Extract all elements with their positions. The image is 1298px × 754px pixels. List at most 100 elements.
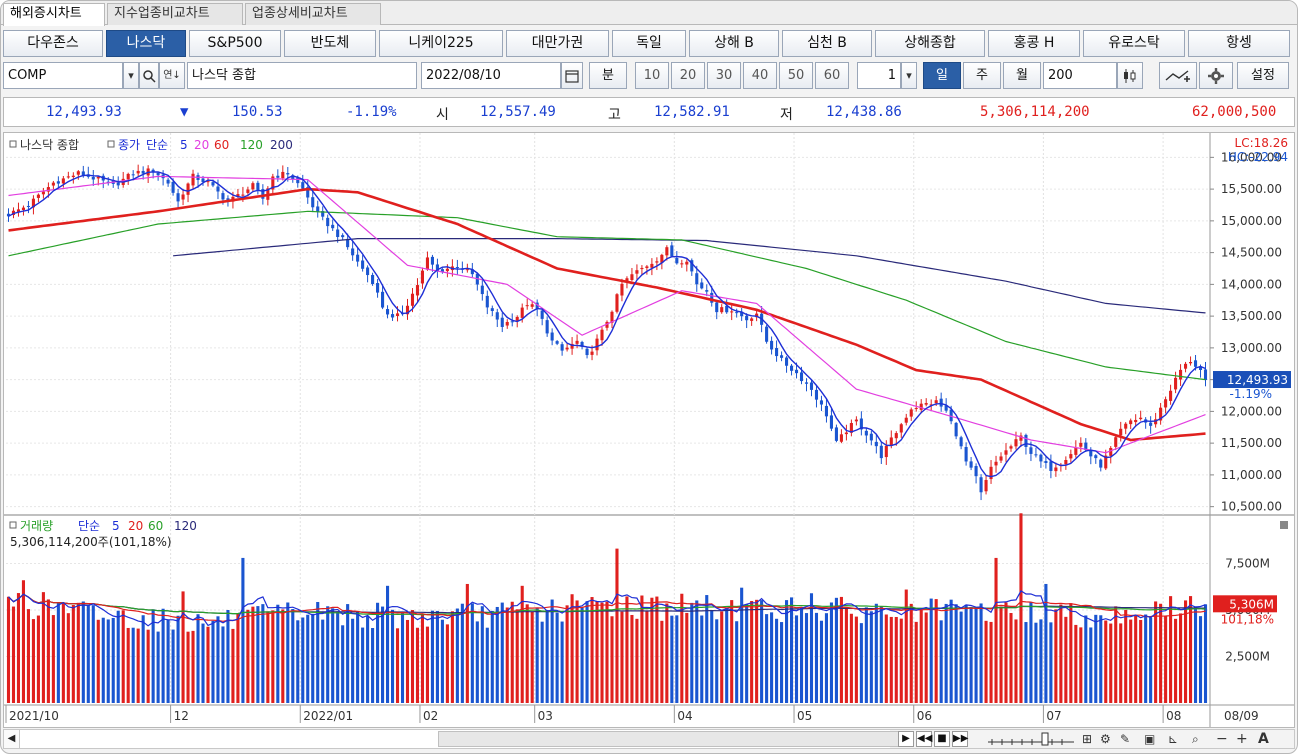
period-week-button[interactable]: 주	[963, 62, 1001, 89]
market-button-0[interactable]: 다우존스	[3, 30, 103, 57]
chart-area[interactable]: 16,000.00 15,500.00 15,000.00 14,500.00 14,0…	[3, 132, 1295, 728]
volume-bar	[620, 611, 624, 703]
market-button-8[interactable]: 심천 B	[782, 30, 872, 57]
price-tick-label: 11,500.00	[1221, 436, 1282, 450]
period-month-button[interactable]: 월	[1003, 62, 1041, 89]
calendar-icon[interactable]	[561, 62, 583, 89]
market-button-11[interactable]: 유로스탁	[1083, 30, 1185, 57]
minute-button-20[interactable]: 20	[671, 62, 705, 89]
zoom-icon[interactable]: ⌕	[1192, 732, 1199, 746]
volume-bar	[1074, 624, 1078, 703]
minute-button-40[interactable]: 40	[743, 62, 777, 89]
zoom-out-icon[interactable]: −	[1216, 731, 1228, 747]
market-button-10[interactable]: 홍콩 H	[988, 30, 1080, 57]
minute-button-60[interactable]: 60	[815, 62, 849, 89]
candle-body	[555, 341, 559, 344]
candle-body	[346, 238, 350, 248]
market-button-9[interactable]: 상해종합	[875, 30, 985, 57]
code-dropdown-icon[interactable]: ▾	[123, 62, 139, 89]
market-button-2[interactable]: S&P500	[189, 30, 281, 57]
candle-body	[420, 270, 425, 284]
price-volume-chart[interactable]: 16,000.00 15,500.00 15,000.00 14,500.00 14,0…	[4, 133, 1294, 727]
forward-icon[interactable]: ▶▶	[952, 731, 968, 747]
layout-icon[interactable]: ⊞	[1082, 732, 1093, 746]
tab-overseas-chart[interactable]: 해외증시차트	[3, 3, 105, 26]
volume-bar	[131, 627, 135, 703]
volume-bar	[410, 610, 415, 703]
volume-bar	[480, 606, 484, 703]
scroll-thumb[interactable]	[438, 731, 908, 747]
minute-button-10[interactable]: 10	[635, 62, 669, 89]
play-icon[interactable]: ▶	[898, 731, 914, 747]
market-button-7[interactable]: 상해 B	[689, 30, 779, 57]
volume-bar	[570, 594, 574, 703]
multiplier-input[interactable]: 1	[857, 62, 901, 89]
ma60-line	[8, 187, 1206, 442]
price-tick-label: 14,000.00	[1221, 277, 1282, 291]
candle-body	[705, 290, 709, 292]
candle-body	[331, 224, 335, 229]
multiplier-dropdown-icon[interactable]: ▾	[901, 62, 917, 89]
settings-button[interactable]: 설정	[1237, 62, 1289, 89]
minute-button-30[interactable]: 30	[707, 62, 741, 89]
settings-small-icon[interactable]: ⚙	[1100, 732, 1111, 746]
time-tick-label: 03	[538, 709, 553, 723]
minute-unit-button[interactable]: 분	[589, 62, 627, 89]
volume-bar	[690, 602, 694, 703]
candle-body	[141, 170, 145, 174]
font-size-icon[interactable]: A	[1258, 731, 1269, 747]
minute-button-50[interactable]: 50	[779, 62, 813, 89]
volume-bar	[750, 601, 754, 703]
candle-body	[824, 405, 828, 417]
candle-type-icon[interactable]	[1117, 62, 1143, 89]
zoom-slider[interactable]	[986, 730, 1076, 753]
vol-ma60-line	[8, 593, 1206, 616]
volume-bar	[929, 598, 933, 703]
volume-bar	[261, 604, 265, 703]
period-day-button[interactable]: 일	[923, 62, 961, 89]
volume-bar	[191, 630, 195, 703]
code-input[interactable]: COMP	[3, 62, 123, 89]
volume-bar	[854, 616, 858, 703]
stop-icon[interactable]: ■	[934, 731, 950, 747]
tab-sector-detail-compare[interactable]: 업종상세비교차트	[245, 3, 381, 25]
candle-body	[326, 217, 330, 227]
line-tool-icon[interactable]	[1159, 62, 1197, 89]
window-icon[interactable]: ▣	[1144, 732, 1156, 746]
scroll-left-icon[interactable]: ◀	[4, 730, 20, 748]
count-input[interactable]: 200	[1043, 62, 1117, 89]
volume-bar	[575, 600, 579, 703]
market-button-5[interactable]: 대만가권	[506, 30, 609, 57]
candle-body	[1179, 369, 1183, 380]
candle-body	[1044, 461, 1048, 464]
search-icon[interactable]	[139, 62, 159, 89]
candle-body	[755, 313, 759, 318]
candle-body	[789, 365, 794, 371]
tab-index-sector-compare[interactable]: 지수업종비교차트	[107, 3, 243, 25]
draw-icon[interactable]: ✎	[1120, 732, 1131, 746]
code-link-icon[interactable]: 연↓	[159, 62, 185, 89]
rewind-icon[interactable]: ◀◀	[916, 731, 932, 747]
scroll-track[interactable]	[20, 730, 908, 748]
candle-body	[525, 305, 529, 307]
market-button-4[interactable]: 니케이225	[379, 30, 503, 57]
candle-body	[316, 206, 320, 212]
market-button-1[interactable]: 나스닥	[106, 30, 186, 57]
candle-body	[620, 283, 624, 296]
zoom-in-icon[interactable]: +	[1236, 731, 1248, 747]
candle-body	[670, 245, 674, 257]
cursor-icon[interactable]: ⊾	[1168, 732, 1179, 746]
price-legend-close: 종가	[118, 138, 140, 152]
market-button-6[interactable]: 독일	[612, 30, 686, 57]
candle-body	[785, 357, 789, 366]
candle-body	[660, 254, 664, 263]
date-input[interactable]: 2022/08/10	[421, 62, 561, 89]
hc-label: HC:-22.94	[1228, 150, 1288, 164]
volume-bar	[814, 612, 819, 703]
market-button-3[interactable]: 반도체	[284, 30, 376, 57]
market-button-12[interactable]: 항셍	[1188, 30, 1290, 57]
volume-bar	[1188, 596, 1193, 703]
volume-bar	[780, 622, 784, 703]
volume-bar	[1144, 614, 1148, 703]
gear-icon[interactable]	[1199, 62, 1233, 89]
